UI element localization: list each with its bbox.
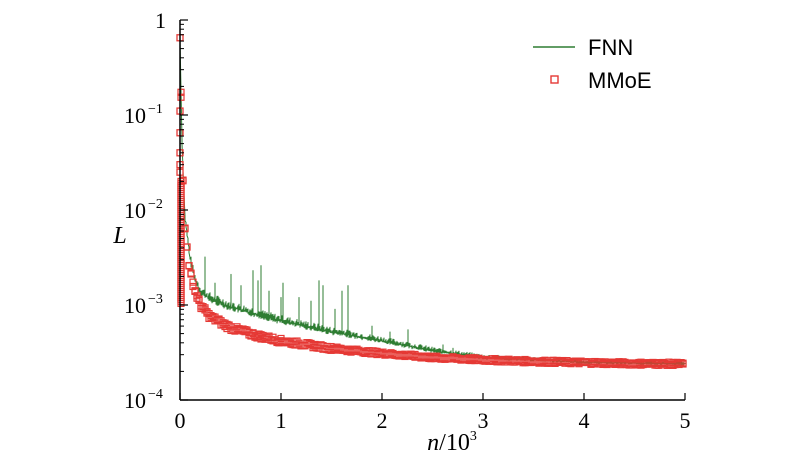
series-mmoe-marker bbox=[193, 294, 201, 302]
series-mmoe-marker bbox=[177, 293, 185, 302]
series-mmoe-marker bbox=[177, 269, 185, 278]
x-axis-title-italic: n bbox=[427, 430, 439, 456]
series-mmoe-marker bbox=[177, 289, 185, 298]
series-mmoe-marker bbox=[177, 261, 185, 270]
y-tick-base: 1 bbox=[155, 8, 166, 33]
y-axis-title: L bbox=[112, 223, 126, 249]
legend: FNN MMoE bbox=[533, 35, 652, 93]
x-axis-title-sup: 3 bbox=[470, 429, 477, 444]
y-tick-exp: −2 bbox=[148, 197, 163, 212]
series-mmoe-marker bbox=[177, 187, 185, 196]
series-mmoe-marker bbox=[177, 271, 185, 280]
series-mmoe-marker bbox=[177, 291, 185, 300]
x-tick-label: 5 bbox=[680, 408, 691, 433]
series-mmoe-marker bbox=[177, 295, 185, 304]
y-tick-label: 1 bbox=[155, 8, 166, 33]
series-mmoe-marker bbox=[177, 195, 185, 204]
series-mmoe-marker bbox=[177, 297, 185, 306]
series-mmoe-marker bbox=[177, 211, 185, 220]
series-mmoe-marker bbox=[177, 267, 185, 276]
legend-mmoe-marker bbox=[550, 75, 559, 84]
series-mmoe-marker bbox=[177, 199, 185, 208]
series-mmoe-marker bbox=[177, 233, 185, 242]
y-tick-base: 10 bbox=[124, 388, 146, 413]
series-mmoe-marker bbox=[177, 235, 185, 244]
y-tick-label: 10 −4 bbox=[124, 387, 163, 413]
series-mmoe-marker bbox=[177, 183, 185, 192]
series-mmoe-marker bbox=[293, 337, 301, 345]
series-mmoe-marker bbox=[177, 93, 185, 101]
y-tick-label: 10 −3 bbox=[124, 292, 163, 318]
series-mmoe-marker bbox=[177, 251, 185, 260]
series-mmoe-marker bbox=[185, 261, 193, 270]
series-mmoe-marker bbox=[177, 201, 185, 210]
series-mmoe-marker bbox=[195, 295, 203, 303]
series-mmoe-marker bbox=[187, 269, 195, 277]
series-mmoe-marker bbox=[265, 332, 273, 340]
labels: L n/103 bbox=[112, 223, 477, 456]
series-mmoe-marker bbox=[177, 231, 185, 240]
legend-mmoe-label: MMoE bbox=[588, 68, 652, 93]
series-mmoe-marker bbox=[189, 282, 197, 291]
x-axis-title: n/103 bbox=[427, 429, 477, 456]
y-tick-base: 10 bbox=[124, 103, 146, 128]
y-tick-label: 10 −1 bbox=[124, 102, 163, 128]
series-mmoe-marker bbox=[177, 275, 185, 284]
series-mmoe-marker bbox=[177, 279, 185, 288]
series-mmoe-marker bbox=[177, 273, 185, 282]
series-mmoe-marker bbox=[177, 281, 185, 290]
series-mmoe-marker bbox=[177, 237, 185, 246]
series-mmoe-marker bbox=[191, 287, 199, 296]
y-tick-exp: −1 bbox=[148, 102, 163, 117]
series-fnn-line bbox=[179, 34, 686, 366]
series-mmoe-marker bbox=[177, 259, 185, 268]
series-mmoe-marker bbox=[225, 321, 233, 329]
series-mmoe-marker bbox=[177, 193, 185, 202]
series-mmoe-marker bbox=[177, 207, 185, 216]
series-mmoe-marker bbox=[679, 360, 687, 368]
series-mmoe-marker bbox=[177, 239, 185, 248]
series-mmoe-marker bbox=[177, 277, 185, 286]
x-tick-label: 2 bbox=[377, 408, 388, 433]
series-mmoe-marker bbox=[177, 197, 185, 206]
x-tick-label: 0 bbox=[175, 408, 186, 433]
series-mmoe-marker bbox=[189, 278, 197, 286]
series-mmoe-marker bbox=[177, 209, 185, 218]
y-tick-label: 10 −2 bbox=[124, 197, 163, 223]
series-mmoe-marker bbox=[177, 285, 185, 294]
series-mmoe-marker bbox=[177, 247, 185, 256]
series-mmoe-marker bbox=[177, 299, 185, 308]
x-tick-label: 3 bbox=[478, 408, 489, 433]
y-tick-exp: −4 bbox=[148, 387, 163, 402]
series-mmoe-marker bbox=[177, 245, 185, 254]
x-tick-label: 4 bbox=[579, 408, 590, 433]
y-tick-exp: −3 bbox=[148, 292, 163, 307]
series-mmoe-marker bbox=[177, 88, 185, 96]
series-mmoe-marker bbox=[177, 191, 185, 200]
series-mmoe-marker bbox=[177, 263, 185, 272]
series-mmoe-marker bbox=[177, 189, 185, 198]
x-axis-title-rest: /10 bbox=[439, 430, 470, 456]
x-tick-label: 1 bbox=[276, 408, 287, 433]
plot-content bbox=[176, 34, 687, 369]
series-mmoe-marker bbox=[177, 249, 185, 258]
series-mmoe-marker bbox=[177, 265, 185, 274]
series-mmoe-marker bbox=[177, 283, 185, 292]
series-mmoe-marker bbox=[203, 308, 211, 316]
y-tick-base: 10 bbox=[124, 293, 146, 318]
legend-fnn-label: FNN bbox=[588, 35, 633, 60]
series-mmoe-marker bbox=[177, 287, 185, 296]
y-tick-base: 10 bbox=[124, 198, 146, 223]
series-mmoe-marker bbox=[177, 185, 185, 194]
